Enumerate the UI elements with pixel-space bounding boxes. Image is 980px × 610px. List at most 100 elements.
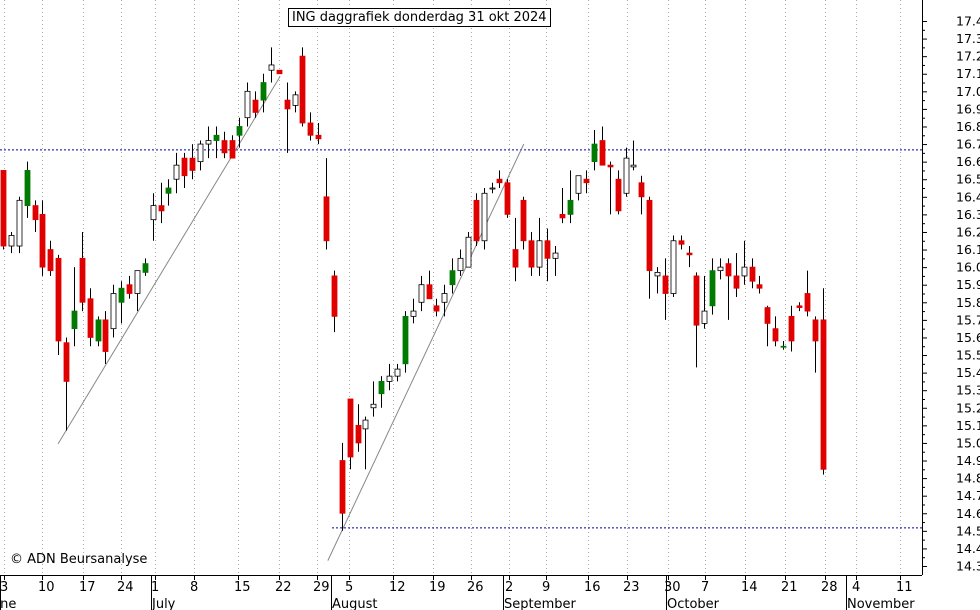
candle-body bbox=[441, 293, 448, 303]
candle bbox=[575, 175, 582, 201]
candle bbox=[725, 258, 732, 320]
x-tick-label: 11 bbox=[896, 580, 913, 595]
candle bbox=[693, 272, 700, 368]
y-tick-label: 17.3 bbox=[956, 31, 980, 46]
candle-body bbox=[544, 240, 551, 259]
y-tick-label: 16.0 bbox=[956, 260, 980, 275]
candle-body bbox=[489, 187, 496, 190]
candle bbox=[95, 316, 102, 347]
y-tick-label: 15.6 bbox=[956, 330, 980, 345]
candle bbox=[654, 267, 661, 294]
candle bbox=[512, 217, 519, 282]
candle bbox=[55, 254, 62, 356]
candle-body bbox=[370, 403, 377, 409]
y-tick-label: 15.7 bbox=[956, 312, 980, 327]
candle-body bbox=[433, 305, 440, 312]
y-tick-label: 17.1 bbox=[956, 66, 980, 81]
candle bbox=[623, 147, 630, 197]
candle bbox=[489, 182, 496, 194]
y-tick-label: 15.1 bbox=[956, 418, 980, 433]
candle-body bbox=[205, 140, 212, 145]
y-tick-label: 16.2 bbox=[956, 224, 980, 239]
candle-body bbox=[449, 270, 456, 286]
candle-body bbox=[394, 368, 401, 377]
candle bbox=[441, 284, 448, 317]
candle bbox=[591, 130, 598, 171]
candle-body bbox=[693, 275, 700, 326]
candle bbox=[276, 69, 283, 75]
candle bbox=[110, 284, 117, 338]
candle-body bbox=[662, 275, 669, 294]
candle-body bbox=[591, 143, 598, 163]
x-tick-label: 15 bbox=[234, 580, 251, 595]
candle bbox=[756, 275, 763, 294]
candle-body bbox=[654, 272, 661, 277]
candle-body bbox=[347, 398, 354, 458]
candle bbox=[260, 73, 267, 113]
candle bbox=[8, 231, 15, 254]
candle bbox=[772, 316, 779, 347]
candle bbox=[686, 246, 693, 268]
candle-body bbox=[725, 263, 732, 277]
candle bbox=[87, 288, 94, 347]
candle-body bbox=[299, 55, 306, 124]
candle-body bbox=[552, 252, 559, 259]
x-tick-label: 8 bbox=[190, 580, 198, 595]
candle bbox=[559, 188, 566, 224]
candle-body bbox=[607, 164, 614, 168]
candle bbox=[670, 235, 677, 298]
candle bbox=[32, 200, 39, 232]
month-label: November bbox=[847, 597, 915, 610]
candle-body bbox=[630, 164, 637, 168]
x-tick-label: 22 bbox=[275, 580, 292, 595]
candle-body bbox=[496, 178, 503, 184]
trend-line-june-july bbox=[57, 76, 281, 445]
candle-body bbox=[820, 319, 827, 470]
candle bbox=[189, 144, 196, 180]
candle-body bbox=[481, 192, 488, 242]
candle bbox=[370, 381, 377, 417]
candle-body bbox=[331, 275, 338, 317]
y-tick-label: 16.3 bbox=[956, 207, 980, 222]
x-tick-label: 16 bbox=[584, 580, 601, 595]
y-tick-label: 17.2 bbox=[956, 49, 980, 64]
candle-body bbox=[355, 424, 362, 444]
month-label: August bbox=[332, 597, 378, 610]
candle-body bbox=[362, 419, 369, 430]
candle-body bbox=[0, 170, 7, 247]
candle-body bbox=[236, 126, 243, 136]
candle bbox=[820, 288, 827, 475]
candle-body bbox=[16, 199, 23, 247]
candle bbox=[268, 47, 275, 83]
candle-body bbox=[307, 122, 314, 136]
candle-body bbox=[583, 178, 590, 184]
candle bbox=[63, 337, 70, 431]
copyright-label: © ADN Beursanalyse bbox=[10, 552, 148, 567]
candle-body bbox=[504, 182, 511, 215]
candle bbox=[457, 249, 464, 276]
candle-body bbox=[615, 178, 622, 212]
candle bbox=[213, 126, 220, 159]
trend-line-august-september bbox=[327, 143, 525, 561]
candle bbox=[496, 170, 503, 189]
candle bbox=[504, 179, 511, 218]
candle-body bbox=[87, 298, 94, 338]
candle-body bbox=[8, 235, 15, 247]
candle-body bbox=[24, 170, 31, 206]
candle bbox=[118, 281, 125, 324]
candle-body bbox=[102, 319, 109, 352]
candle bbox=[473, 193, 480, 247]
candle-body bbox=[126, 284, 133, 294]
candle bbox=[599, 126, 606, 166]
candle bbox=[236, 117, 243, 148]
x-tick-label: 5 bbox=[345, 580, 353, 595]
y-tick-label: 16.8 bbox=[956, 119, 980, 134]
candle bbox=[221, 131, 228, 159]
x-tick-label: 17 bbox=[79, 580, 96, 595]
candle bbox=[299, 47, 306, 127]
x-tick-label: 30 bbox=[664, 580, 681, 595]
candle-body bbox=[465, 236, 472, 268]
x-tick-label: 4 bbox=[852, 580, 860, 595]
candle-body bbox=[229, 140, 236, 159]
candle bbox=[433, 298, 440, 317]
